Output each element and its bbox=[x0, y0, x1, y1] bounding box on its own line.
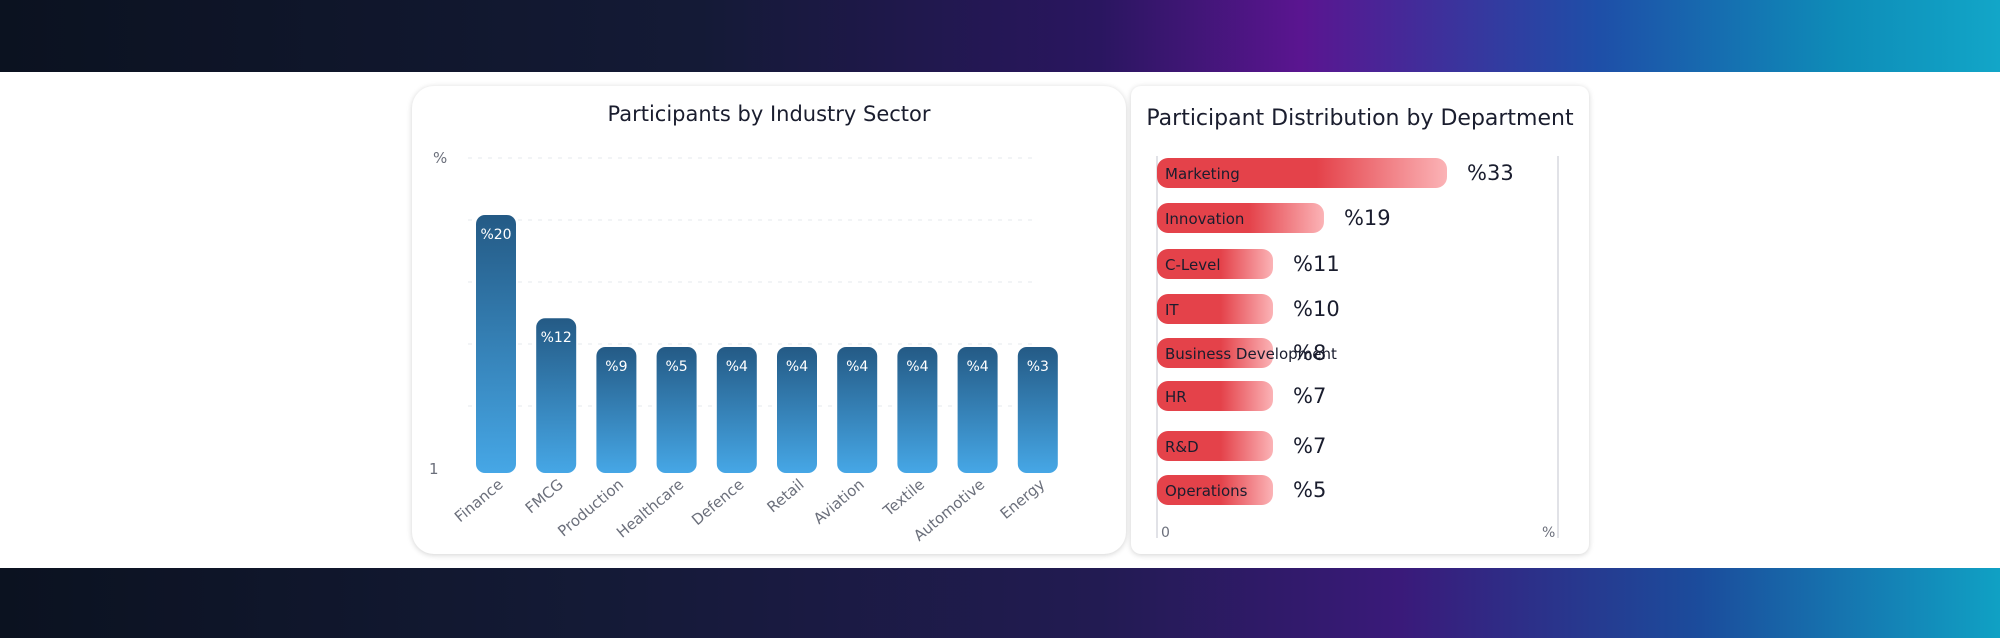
bar-data-label: %4 bbox=[786, 359, 808, 375]
hbar-data-label: %10 bbox=[1293, 297, 1340, 321]
bar-finance bbox=[476, 215, 516, 473]
bar-energy bbox=[1017, 347, 1058, 473]
y-axis-top-label: % bbox=[433, 149, 447, 167]
hbar-operations bbox=[1157, 475, 1273, 505]
department-bar-chart: 0 % Marketing %33 Innovation %19 C-Level %11 IT%… bbox=[1156, 156, 1559, 541]
hbar-r-d bbox=[1157, 431, 1273, 461]
department-chart-title: Participant Distribution by Department bbox=[1146, 106, 1574, 131]
bar-data-label: %12 bbox=[541, 330, 572, 346]
industry-chart-card: Participants by Industry Sector % 1 %20 Fin… bbox=[412, 86, 1126, 554]
hbar-data-label: %7 bbox=[1293, 434, 1326, 458]
hbar-it bbox=[1157, 294, 1273, 324]
hbar-c-level bbox=[1157, 249, 1273, 279]
hbar-data-label: %7 bbox=[1293, 384, 1326, 408]
bar-healthcare bbox=[656, 347, 697, 473]
bar-data-label: %20 bbox=[480, 227, 511, 243]
hbar-data-label: %19 bbox=[1344, 206, 1391, 230]
bar-data-label: %4 bbox=[846, 359, 868, 375]
hbar-business-development bbox=[1157, 338, 1273, 368]
bar-fmcg bbox=[536, 318, 577, 473]
hbar-marketing bbox=[1157, 158, 1447, 188]
x-axis-end-label: % bbox=[1542, 525, 1555, 541]
hbar-data-label: %5 bbox=[1293, 478, 1326, 502]
hbar-hr bbox=[1157, 381, 1273, 411]
y-axis-bottom-label: 1 bbox=[429, 460, 439, 478]
top-banner bbox=[0, 0, 2000, 72]
bar-textile bbox=[897, 347, 938, 473]
hbar-innovation bbox=[1157, 203, 1324, 233]
bar-defence bbox=[716, 347, 757, 473]
hbar-data-label: %8 bbox=[1293, 341, 1326, 365]
x-tick-label: Finance bbox=[451, 475, 507, 526]
bar-data-label: %4 bbox=[726, 359, 748, 375]
x-tick-label: Aviation bbox=[810, 475, 868, 528]
hbar-category-label: R&D bbox=[1165, 438, 1199, 456]
x-tick-label: FMCG bbox=[522, 475, 567, 517]
industry-bar-chart: %1%20Finance%12FMCG%9Production%5Healthc… bbox=[429, 149, 1058, 545]
x-tick-label: Retail bbox=[764, 475, 808, 516]
x-tick-label: Textile bbox=[879, 475, 928, 520]
hbar-category-label: Marketing bbox=[1165, 165, 1240, 183]
hbar-category-label: Business Development bbox=[1165, 345, 1337, 363]
x-axis-start-label: 0 bbox=[1161, 525, 1170, 541]
bar-aviation bbox=[837, 347, 878, 473]
hbar-category-label: IT bbox=[1165, 301, 1179, 319]
bar-production bbox=[596, 347, 637, 473]
hbar-category-label: Innovation bbox=[1165, 210, 1244, 228]
bottom-banner bbox=[0, 568, 2000, 638]
x-tick-label: Defence bbox=[688, 475, 747, 529]
hbar-data-label: %33 bbox=[1467, 161, 1514, 185]
bar-data-label: %5 bbox=[665, 359, 687, 375]
department-chart-card: Participant Distribution by Department 0… bbox=[1131, 86, 1589, 554]
hbar-category-label: Operations bbox=[1165, 482, 1248, 500]
bar-data-label: %9 bbox=[605, 359, 627, 375]
hbar-data-label: %11 bbox=[1293, 252, 1340, 276]
hbar-category-label: HR bbox=[1165, 388, 1187, 406]
bar-data-label: %4 bbox=[966, 359, 988, 375]
hbar-category-label: C-Level bbox=[1165, 256, 1220, 274]
bar-data-label: %3 bbox=[1027, 359, 1049, 375]
x-tick-label: Healthcare bbox=[613, 475, 687, 541]
x-tick-label: Energy bbox=[997, 475, 1049, 523]
bar-data-label: %4 bbox=[906, 359, 928, 375]
bar-automotive bbox=[957, 347, 998, 473]
industry-chart-title: Participants by Industry Sector bbox=[607, 102, 931, 126]
bar-retail bbox=[777, 347, 817, 473]
